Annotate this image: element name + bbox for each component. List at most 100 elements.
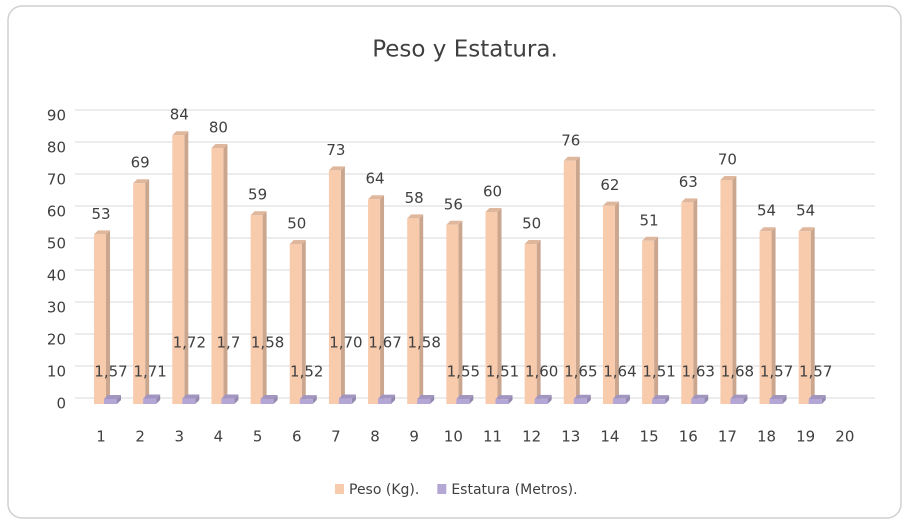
bar xyxy=(720,180,733,404)
bar-top xyxy=(446,220,463,225)
bar xyxy=(808,398,822,404)
bar-side xyxy=(782,394,787,404)
bar-side xyxy=(458,220,463,404)
bar-top xyxy=(328,166,345,171)
bar xyxy=(94,234,106,404)
bar-side xyxy=(391,394,396,404)
bar-side xyxy=(184,131,189,404)
x-tick-label: 8 xyxy=(370,428,380,446)
bar-side xyxy=(508,395,513,404)
data-label: 73 xyxy=(326,141,345,159)
bar-top xyxy=(172,131,189,136)
y-tick-label: 60 xyxy=(47,203,66,221)
y-tick-label: 0 xyxy=(56,395,66,413)
bar-side xyxy=(665,395,670,404)
bar-top xyxy=(368,195,385,200)
bar-side xyxy=(145,179,150,404)
data-label: 1,71 xyxy=(133,363,166,381)
bar-side xyxy=(743,394,748,404)
x-tick-label: 2 xyxy=(135,428,145,446)
bar-top xyxy=(407,214,424,219)
bar-side xyxy=(430,394,435,404)
bar xyxy=(172,135,185,404)
legend-swatch xyxy=(437,484,447,494)
x-tick-label: 19 xyxy=(796,428,815,446)
y-tick-label: 10 xyxy=(47,363,66,381)
bar-top xyxy=(221,394,239,399)
data-label: 1,68 xyxy=(721,363,754,381)
bar-side xyxy=(156,394,161,404)
bar-side xyxy=(234,394,239,404)
chart-title: Peso y Estatura. xyxy=(372,37,558,63)
bar-top xyxy=(378,394,396,399)
bar-top xyxy=(720,176,737,180)
bar xyxy=(642,240,655,404)
bar-top xyxy=(681,198,698,203)
bar-top xyxy=(652,395,670,400)
bar xyxy=(759,231,772,404)
bar-top xyxy=(485,208,502,212)
data-label: 59 xyxy=(248,186,267,204)
bar-top xyxy=(338,394,356,399)
bar-side xyxy=(340,166,345,404)
bar-top xyxy=(798,227,815,232)
bar xyxy=(182,398,196,404)
x-tick-label: 7 xyxy=(331,428,341,446)
bar xyxy=(368,199,381,404)
bar-side xyxy=(497,208,502,404)
x-tick-label: 11 xyxy=(483,428,502,446)
bar-side xyxy=(625,394,630,404)
legend-label: Estatura (Metros). xyxy=(451,482,577,498)
data-label: 54 xyxy=(796,202,815,220)
bar-top xyxy=(808,394,826,399)
bar xyxy=(338,398,352,404)
legend-swatch xyxy=(335,484,344,494)
data-label: 1,57 xyxy=(94,363,127,381)
bar xyxy=(534,398,548,404)
bar-top xyxy=(534,394,552,399)
bar-top xyxy=(563,156,580,161)
bar-top xyxy=(691,394,709,399)
data-label: 1,58 xyxy=(407,334,440,352)
bar xyxy=(211,148,224,404)
legend-label: Peso (Kg). xyxy=(349,482,419,498)
bar-top xyxy=(495,395,513,400)
bar-side xyxy=(654,236,659,404)
bar-top xyxy=(133,179,150,184)
bar xyxy=(133,183,146,404)
data-label: 76 xyxy=(561,131,580,149)
bar xyxy=(769,398,783,404)
bar-top xyxy=(260,394,278,399)
bar xyxy=(221,398,235,404)
data-label: 1,67 xyxy=(368,334,401,352)
bar xyxy=(260,398,274,404)
bar xyxy=(573,398,587,404)
bar-side xyxy=(704,394,709,404)
bar-side xyxy=(312,395,317,404)
bar-top xyxy=(573,394,591,399)
bar-side xyxy=(262,211,267,404)
bar-side xyxy=(547,394,552,404)
bar-top xyxy=(211,144,228,148)
x-tick-label: 10 xyxy=(444,428,463,446)
bar xyxy=(143,398,157,404)
bar-side xyxy=(693,198,698,404)
x-tick-label: 6 xyxy=(292,428,302,446)
bar xyxy=(798,231,811,404)
y-tick-label: 40 xyxy=(47,267,66,285)
bar xyxy=(495,399,509,404)
bar xyxy=(446,224,459,404)
data-label: 70 xyxy=(718,151,737,169)
bar-side xyxy=(821,394,826,404)
bar-side xyxy=(614,201,619,404)
bar xyxy=(378,398,392,404)
bar-top xyxy=(250,211,267,216)
y-tick-label: 50 xyxy=(47,235,66,253)
x-tick-label: 18 xyxy=(757,428,776,446)
data-label: 80 xyxy=(209,119,228,137)
data-label: 1,63 xyxy=(682,363,715,381)
bar xyxy=(104,398,117,404)
data-label: 1,65 xyxy=(564,363,597,381)
x-tick-label: 13 xyxy=(561,428,580,446)
x-tick-label: 1 xyxy=(96,428,106,446)
